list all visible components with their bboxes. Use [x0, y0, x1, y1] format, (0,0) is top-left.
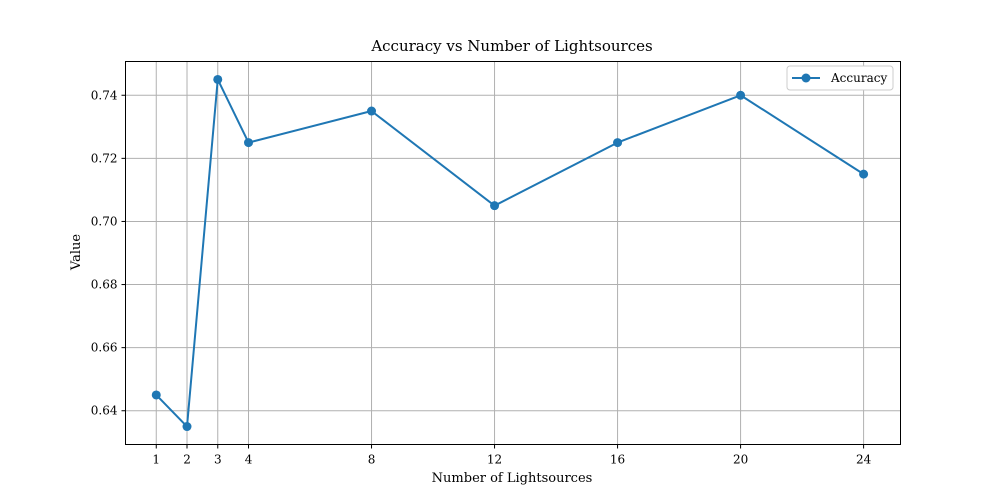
grid-layer — [125, 61, 901, 445]
tick-layer: 1 2 3 4 8 12 16 20 240.640.660.680.700.720.74 — [91, 88, 872, 466]
data-point — [490, 201, 500, 211]
y-tick-label: 0.68 — [91, 278, 118, 292]
x-tick-label: 24 — [856, 453, 872, 467]
plot-frame — [125, 61, 901, 445]
x-tick-label: 1 — [152, 453, 160, 467]
data-point — [213, 74, 223, 84]
series-layer — [151, 74, 869, 432]
y-tick-label: 0.74 — [91, 88, 118, 102]
legend-marker — [801, 73, 811, 83]
y-tick-label: 0.64 — [91, 404, 118, 418]
data-point — [151, 390, 161, 400]
x-tick-label: 8 — [368, 453, 376, 467]
x-tick-label: 16 — [610, 453, 625, 467]
data-point — [367, 106, 377, 116]
data-point — [736, 90, 746, 100]
x-tick-label: 20 — [733, 453, 748, 467]
chart-title: Accuracy vs Number of Lightsources — [370, 37, 652, 55]
legend: Accuracy — [786, 65, 894, 91]
x-tick-label: 4 — [245, 453, 253, 467]
y-tick-label: 0.72 — [91, 151, 118, 165]
legend-label: Accuracy — [830, 71, 887, 85]
y-tick-label: 0.66 — [91, 341, 118, 355]
x-tick-label: 12 — [487, 453, 502, 467]
x-tick-label: 3 — [214, 453, 222, 467]
legend-box — [786, 65, 894, 91]
y-axis-label: Value — [69, 234, 84, 271]
data-point — [859, 169, 869, 179]
y-tick-label: 0.70 — [91, 214, 118, 228]
x-axis-label: Number of Lightsources — [432, 471, 593, 486]
data-point — [244, 138, 254, 148]
data-point — [182, 422, 192, 432]
x-tick-label: 2 — [183, 453, 191, 467]
data-point — [613, 138, 623, 148]
